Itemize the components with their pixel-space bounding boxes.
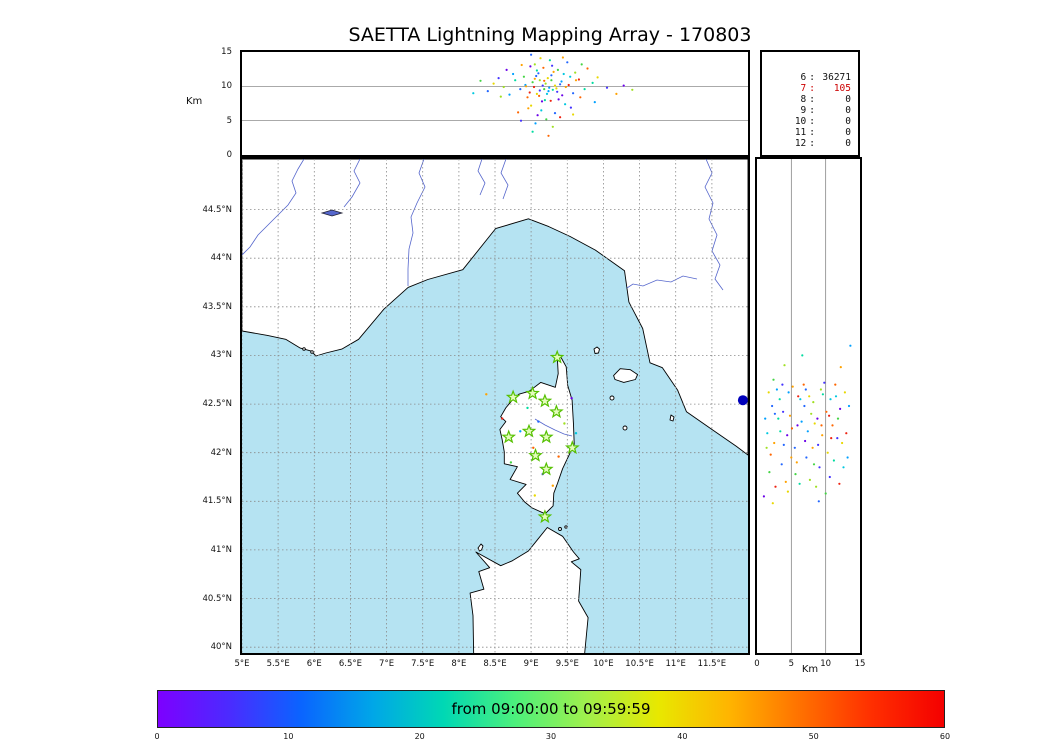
colorbar-tick: 60	[939, 732, 951, 741]
station-count-row: 8:0	[800, 94, 851, 105]
colorbar-tick: 10	[283, 732, 294, 741]
map-longitude-tick: 8.5°E	[483, 659, 507, 669]
map-plan-view	[242, 159, 748, 653]
mainland-coast	[242, 159, 748, 456]
colorbar-tick: 40	[677, 732, 688, 741]
right-panel-km-label: Km	[801, 664, 819, 675]
river-durance	[242, 159, 305, 256]
lma-station-star-marker	[538, 429, 554, 444]
altitude-axis-tick: 0	[226, 150, 232, 160]
map-longitude-tick: 8°E	[451, 659, 467, 669]
river-alpine	[343, 159, 361, 208]
lma-station-star-marker	[501, 429, 517, 444]
altitude-axis-tick: 5	[226, 115, 232, 126]
asinara-island	[477, 543, 484, 552]
map-panel	[240, 157, 750, 655]
station-count-row: 11:0	[794, 127, 851, 138]
station-count-row: 12:0	[794, 138, 851, 149]
landmasses	[242, 159, 748, 653]
lma-station-star-marker	[537, 509, 553, 524]
hyeres-islet	[302, 347, 306, 351]
lma-station-star-marker	[549, 404, 564, 419]
lma-station-star-marker	[549, 349, 565, 364]
station-source-count-panel: 6:36271 7:105 8:0 9:0 10:0 11:0 12:0	[760, 50, 860, 157]
map-latitude-tick: 41.5°N	[202, 496, 232, 507]
map-longitude-tick: 6°E	[306, 659, 322, 669]
station-count-row: 7:105	[800, 83, 851, 94]
colorbar-tick: 50	[808, 732, 819, 741]
montecristo-island	[622, 425, 628, 431]
altitude-latitude-panel	[755, 157, 862, 655]
river-var	[407, 159, 426, 286]
map-gridlines	[242, 159, 748, 653]
map-longitude-tick: 7°E	[379, 659, 395, 669]
map-latitude-tick: 43°N	[210, 350, 232, 361]
capraia-island	[593, 346, 600, 354]
lma-station-star-marker	[564, 440, 580, 455]
map-longitude-tick: 5°E	[234, 659, 250, 669]
map-longitude-tick: 11.5°E	[697, 659, 727, 669]
colorbar-tick: 20	[414, 732, 425, 741]
altitude-longitude-panel	[240, 50, 750, 157]
km-axis-tick: 5	[788, 659, 795, 669]
station-count-row: 9:0	[800, 105, 851, 116]
map-latitude-tick: 44°N	[210, 253, 232, 264]
map-longitude-tick: 7.5°E	[411, 659, 435, 669]
figure-title: SAETTA Lightning Mapping Array - 170803	[348, 24, 752, 46]
map-longitude-tick: 10°E	[593, 659, 614, 669]
hyeres-islet-2	[310, 350, 314, 354]
station-count-row: 10:0	[794, 116, 851, 127]
map-latitude-tick: 42°N	[210, 447, 232, 458]
colorbar-gradient	[157, 690, 945, 728]
station-markers	[501, 349, 748, 524]
time-range-label: from 09:00:00 to 09:59:59	[451, 700, 651, 718]
colorbar-tick: 30	[545, 732, 557, 741]
map-longitude-tick: 9°E	[523, 659, 539, 669]
map-latitude-tick: 40°N	[210, 642, 232, 653]
rivers	[242, 159, 724, 437]
map-longitude-tick: 6.5°E	[338, 659, 362, 669]
altitude-axis-label: Km	[186, 96, 203, 107]
altitude-axis-tick: 15	[221, 47, 232, 57]
maddalena-islet-2	[564, 525, 568, 529]
lma-station-star-marker	[537, 393, 553, 408]
river-po-tributary	[477, 159, 486, 196]
pianosa-island	[609, 395, 615, 401]
station-count-list: 6:36271 7:105 8:0 9:0 10:0 11:0 12:0	[762, 72, 858, 149]
maddalena-islet	[558, 527, 562, 531]
lma-station-star-marker	[528, 447, 543, 462]
km-axis-tick: 15	[854, 659, 866, 669]
map-latitude-tick: 41°N	[210, 544, 232, 555]
river-golo	[534, 418, 573, 437]
time-colorbar: from 09:00:00 to 09:59:59	[157, 690, 945, 728]
lma-station-star-marker	[505, 389, 521, 404]
lma-station-star-marker	[525, 385, 540, 400]
map-longitude-tick: 5.5°E	[266, 659, 290, 669]
map-longitude-tick: 9.5°E	[555, 659, 579, 669]
altitude-longitude-scatter	[242, 53, 748, 137]
map-latitude-tick: 42.5°N	[202, 399, 232, 410]
blue-dot-marker	[737, 395, 748, 406]
colorbar-tick: 0	[154, 732, 160, 741]
river-arno	[626, 275, 698, 289]
river-po-tributary-2	[500, 159, 509, 200]
map-latitude-tick: 43.5°N	[202, 301, 232, 312]
station-count-row: 6:36271	[800, 72, 851, 83]
giglio-island	[669, 414, 675, 422]
altitude-latitude-scatter	[762, 159, 852, 653]
altitude-axis-tick: 10	[221, 81, 232, 92]
map-latitude-tick: 44.5°N	[202, 204, 232, 215]
lma-station-star-marker	[538, 461, 554, 476]
map-latitude-tick: 40.5°N	[202, 593, 232, 604]
map-longitude-tick: 10.5°E	[625, 659, 654, 669]
sardinia-island	[469, 527, 589, 653]
elba-island	[613, 368, 639, 383]
km-axis-tick: 0	[754, 659, 760, 669]
km-axis-tick: 10	[820, 659, 832, 669]
river-tiber	[704, 159, 724, 291]
lake-serre-poncon	[320, 209, 344, 217]
map-longitude-tick: 11°E	[665, 659, 686, 669]
lma-station-star-marker	[521, 423, 537, 438]
